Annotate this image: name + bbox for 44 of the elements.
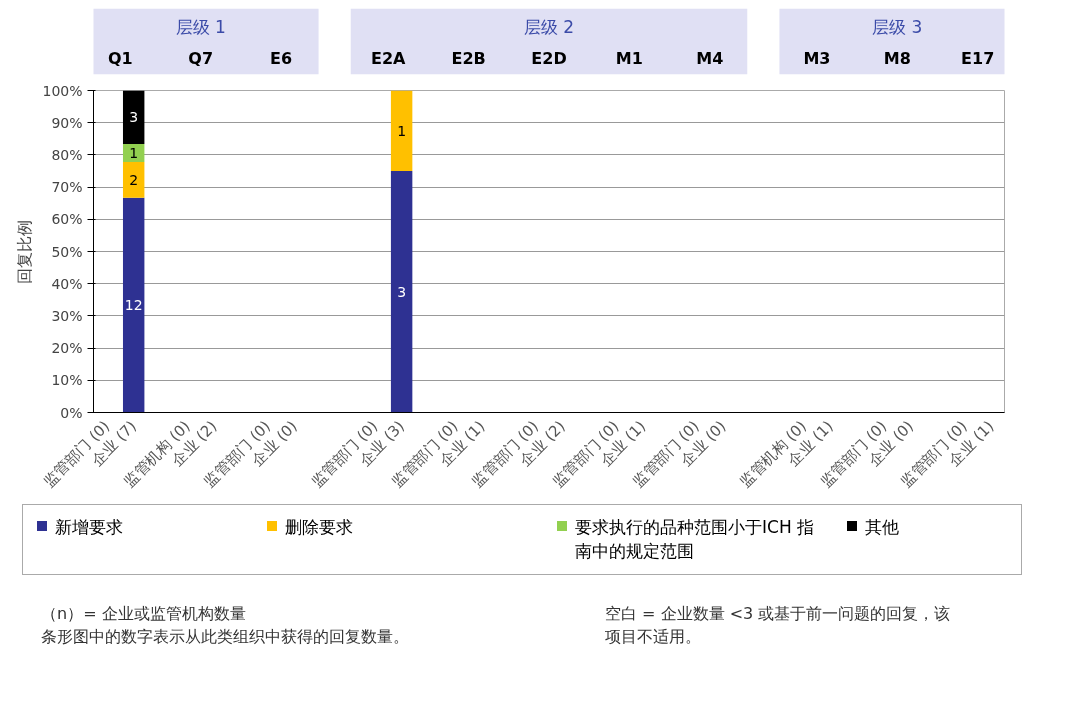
text: M8 — [883, 48, 911, 68]
text: 层级 3 — [872, 16, 923, 37]
annotation: 1 — [397, 122, 407, 139]
text: E2D — [531, 48, 567, 68]
legend-label: 删除要求 — [285, 516, 353, 539]
annotation: 1 — [129, 144, 139, 161]
legend-label: 要求执行的品种范围小于ICH 指南中的规定范围 — [575, 516, 816, 564]
text: 空白 = 企业数量 <3 或基于前一问题的回复，该项目不适用。 — [605, 603, 952, 648]
text: E17 — [961, 48, 995, 68]
y-tick-label: 20% — [51, 340, 83, 357]
text: 层级 2 — [523, 16, 575, 37]
annotation: 12 — [124, 297, 143, 314]
annotation: 2 — [129, 171, 139, 188]
y-tick-label: 40% — [51, 275, 83, 292]
bar — [122, 161, 145, 198]
text: Q7 — [188, 48, 214, 68]
text: E2A — [371, 48, 407, 68]
bar — [390, 171, 413, 413]
annotation: 3 — [129, 109, 139, 126]
legend-label: 新增要求 — [55, 516, 123, 539]
text: 条形图中的数字表示从此类组织中获得的回复数量。 — [41, 625, 410, 648]
text: （n）= 企业或监管机构数量 — [41, 603, 247, 625]
y-tick-label: 10% — [51, 372, 83, 389]
legend-label: 其他 — [865, 516, 899, 539]
bar — [122, 90, 145, 144]
bar — [390, 90, 413, 171]
y-tick-label: 70% — [51, 179, 83, 196]
y-tick-label: 50% — [51, 243, 83, 260]
text: M1 — [615, 48, 643, 68]
bar — [122, 197, 145, 413]
annotation: 3 — [397, 283, 407, 300]
text: 层级 1 — [175, 16, 226, 37]
text: Q1 — [107, 48, 133, 68]
y-tick-label: 90% — [51, 114, 83, 131]
y-tick-label: 100% — [42, 82, 83, 99]
text: E2B — [451, 48, 486, 68]
text: M4 — [696, 48, 724, 68]
y-tick-label: 0% — [60, 404, 83, 421]
y-tick-label: 60% — [51, 211, 83, 228]
y-tick-label: 80% — [51, 146, 83, 163]
text: E6 — [270, 48, 293, 68]
text: M3 — [803, 48, 831, 68]
y-axis-title: 回复比例 — [15, 219, 35, 284]
y-tick-label: 30% — [51, 307, 83, 324]
